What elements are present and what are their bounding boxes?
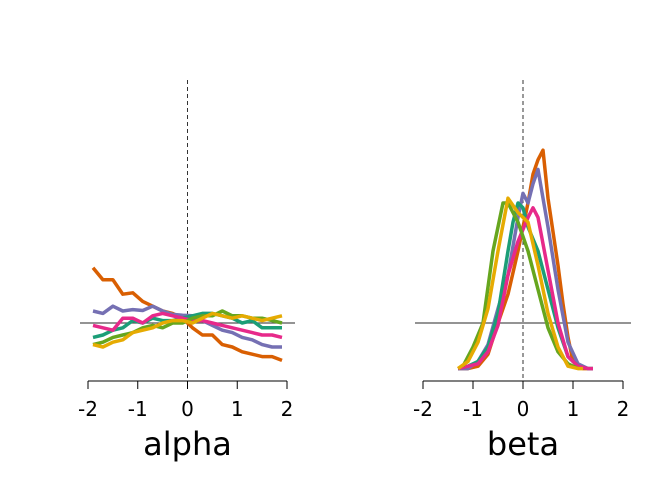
x-tick-label: 0 bbox=[181, 397, 194, 421]
x-tick-label: 2 bbox=[281, 397, 294, 421]
x-tick-label: 0 bbox=[517, 397, 530, 421]
series-line-4 bbox=[457, 206, 593, 371]
x-tick-label: -1 bbox=[463, 397, 483, 421]
x-tick-label: 2 bbox=[617, 397, 630, 421]
series-line-5 bbox=[461, 201, 579, 371]
x-axis-label: beta bbox=[487, 425, 559, 463]
panel-alpha: -2 -1 0 1 2 alpha bbox=[78, 80, 295, 463]
x-tick-label: -2 bbox=[413, 397, 433, 421]
x-tick-label: -1 bbox=[128, 397, 148, 421]
x-tick-label: -2 bbox=[78, 397, 98, 421]
series-line-6 bbox=[92, 311, 283, 349]
panel-beta: -2 -1 0 1 2 beta bbox=[413, 80, 631, 463]
x-tick-label: 1 bbox=[567, 397, 580, 421]
series-line-3 bbox=[92, 311, 282, 340]
x-tick-label: 1 bbox=[231, 397, 244, 421]
x-axis-label: alpha bbox=[143, 425, 232, 463]
series-line-6 bbox=[456, 196, 583, 371]
